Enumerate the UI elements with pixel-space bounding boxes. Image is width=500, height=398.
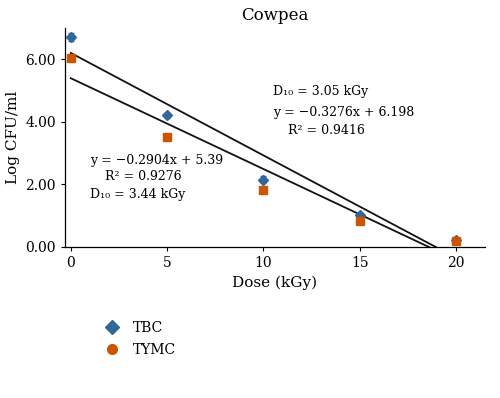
Text: R² = 0.9416: R² = 0.9416 [288,124,366,137]
Text: D₁₀ = 3.05 kGy: D₁₀ = 3.05 kGy [273,85,368,98]
Legend: TBC, TYMC: TBC, TYMC [93,315,182,363]
Text: D₁₀ = 3.44 kGy: D₁₀ = 3.44 kGy [90,188,186,201]
Text: y = −0.2904x + 5.39: y = −0.2904x + 5.39 [90,154,223,167]
X-axis label: Dose (kGy): Dose (kGy) [232,275,318,290]
Title: Cowpea: Cowpea [242,6,308,23]
Text: R² = 0.9276: R² = 0.9276 [106,170,182,183]
Text: y = −0.3276x + 6.198: y = −0.3276x + 6.198 [273,105,414,119]
Y-axis label: Log CFU/ml: Log CFU/ml [6,91,20,184]
